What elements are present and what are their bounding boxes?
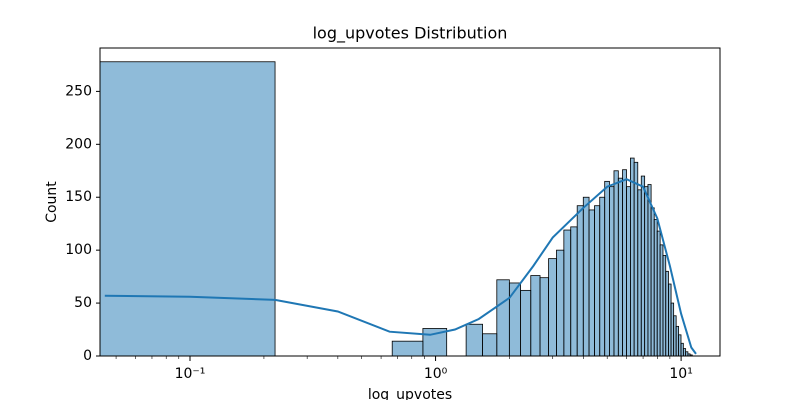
bar — [508, 282, 522, 356]
y-tick-label: 50 — [74, 295, 92, 311]
bar — [582, 196, 590, 356]
bar — [650, 207, 655, 356]
x-tick-label: 10⁻¹ — [175, 366, 206, 382]
chart-title: log_upvotes Distribution — [313, 24, 508, 44]
bar — [570, 226, 578, 356]
y-tick-label: 100 — [65, 242, 92, 258]
plot-frame — [99, 47, 721, 357]
y-tick-label: 150 — [65, 189, 92, 205]
bar — [604, 180, 610, 356]
plot-area — [100, 61, 697, 356]
bar — [659, 244, 664, 356]
bar — [588, 209, 595, 356]
bar — [520, 289, 532, 356]
bar — [496, 279, 510, 356]
bar — [622, 169, 627, 356]
bar — [563, 229, 572, 356]
bar — [637, 189, 642, 356]
bar — [556, 249, 565, 356]
bar — [630, 157, 635, 356]
bar — [647, 184, 652, 356]
x-tick-label: 10¹ — [669, 366, 692, 382]
bar — [653, 219, 658, 356]
bar — [617, 177, 623, 356]
bar — [539, 277, 549, 356]
bar — [548, 258, 557, 356]
bar — [482, 333, 498, 356]
bar — [594, 205, 601, 356]
bar — [626, 186, 631, 356]
kde-line — [104, 178, 697, 355]
bar — [576, 205, 584, 356]
y-axis-label: Count — [44, 181, 60, 223]
bar — [465, 323, 483, 356]
bar — [640, 175, 646, 356]
x-axis-label: log_upvotes — [368, 387, 452, 400]
x-tick-label: 10⁰ — [424, 366, 448, 382]
bar — [100, 61, 276, 356]
bar — [656, 230, 661, 356]
bar — [633, 161, 639, 356]
y-tick-label: 200 — [65, 136, 92, 152]
bar — [662, 255, 667, 356]
bar — [613, 170, 619, 356]
bar — [665, 270, 669, 356]
bar — [530, 275, 541, 356]
bar — [391, 340, 424, 356]
bar — [599, 196, 606, 356]
y-tick-label: 0 — [83, 348, 92, 364]
y-tick-label: 250 — [65, 83, 92, 99]
bar — [609, 186, 615, 356]
bar — [644, 186, 649, 356]
bar — [689, 354, 693, 356]
